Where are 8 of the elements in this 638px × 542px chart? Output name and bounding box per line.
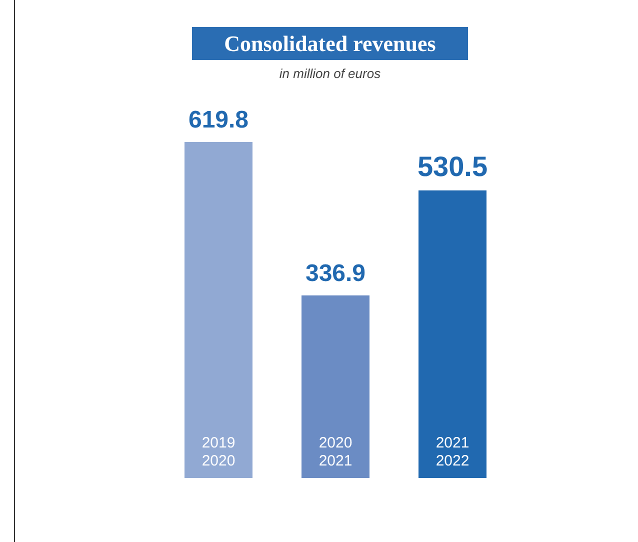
chart-title: Consolidated revenues (192, 27, 468, 60)
x-tick-label: 2020 2021 (318, 434, 352, 470)
chart-subtitle: in million of euros (278, 66, 382, 81)
x-tick-label: 2021 2022 (436, 434, 470, 470)
data-label: 530.5 (417, 150, 488, 182)
data-label: 336.9 (305, 260, 366, 287)
x-tick-label: 2019 2020 (202, 434, 236, 470)
data-label: 619.8 (188, 106, 249, 134)
